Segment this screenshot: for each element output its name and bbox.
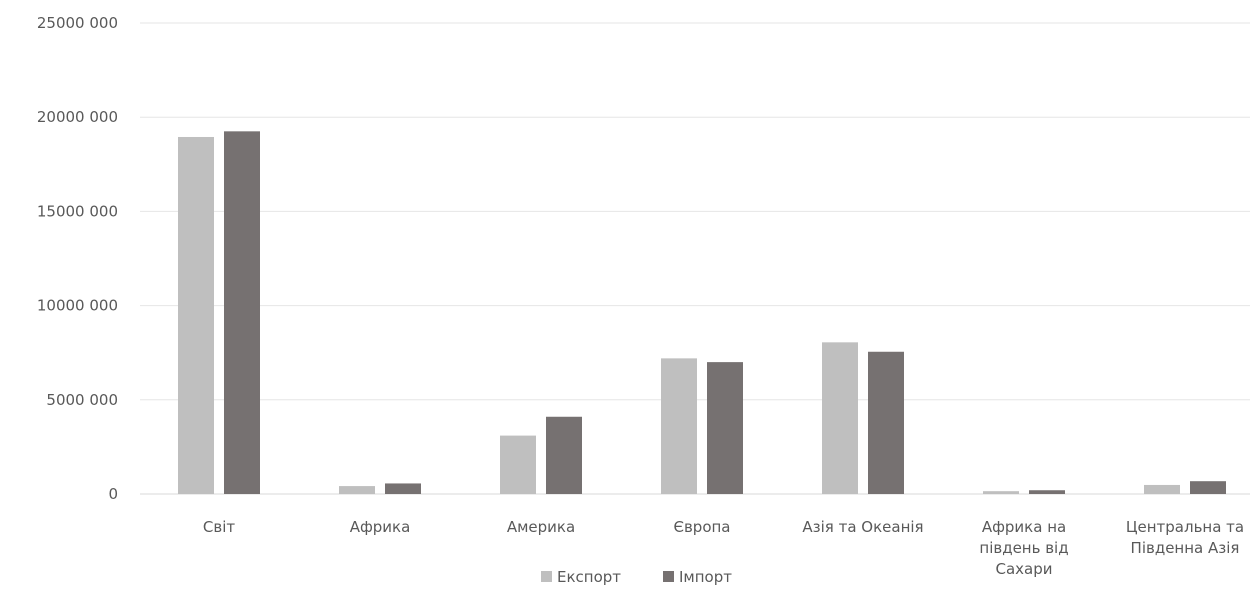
legend-swatch bbox=[541, 571, 552, 582]
y-tick-label: 20000 000 bbox=[37, 108, 118, 126]
legend-label: Імпорт bbox=[679, 568, 732, 586]
bar-import bbox=[385, 483, 421, 494]
bar-export bbox=[500, 435, 536, 494]
x-category-label: Африка bbox=[350, 518, 411, 536]
bar-export bbox=[661, 358, 697, 494]
bar-export bbox=[983, 491, 1019, 494]
bar-export bbox=[339, 486, 375, 494]
x-category-label: Азія та Океанія bbox=[802, 518, 923, 536]
bar-export bbox=[1144, 484, 1180, 494]
bar-export bbox=[178, 136, 214, 494]
bar-import bbox=[546, 416, 582, 494]
bar-import bbox=[1190, 481, 1226, 494]
bar-import bbox=[707, 362, 743, 494]
y-tick-label: 10000 000 bbox=[37, 297, 118, 315]
bar-import bbox=[224, 131, 260, 494]
legend-label: Експорт bbox=[557, 568, 621, 586]
x-category-label: Центральна та bbox=[1126, 518, 1244, 536]
y-tick-label: 0 bbox=[108, 485, 118, 503]
legend-swatch bbox=[663, 571, 674, 582]
y-tick-label: 25000 000 bbox=[37, 14, 118, 32]
x-category-label: Південна Азія bbox=[1131, 539, 1240, 557]
x-category-label: Світ bbox=[203, 518, 235, 536]
x-category-label: Африка на bbox=[982, 518, 1066, 536]
bar-import bbox=[1029, 490, 1065, 494]
bar-export bbox=[822, 342, 858, 494]
y-tick-label: 5000 000 bbox=[46, 391, 118, 409]
x-category-label: південь від bbox=[979, 539, 1068, 557]
x-category-label: Європа bbox=[673, 518, 730, 536]
x-category-label: Сахари bbox=[995, 560, 1052, 578]
bar-import bbox=[868, 351, 904, 494]
y-tick-label: 15000 000 bbox=[37, 202, 118, 220]
x-category-label: Америка bbox=[507, 518, 575, 536]
